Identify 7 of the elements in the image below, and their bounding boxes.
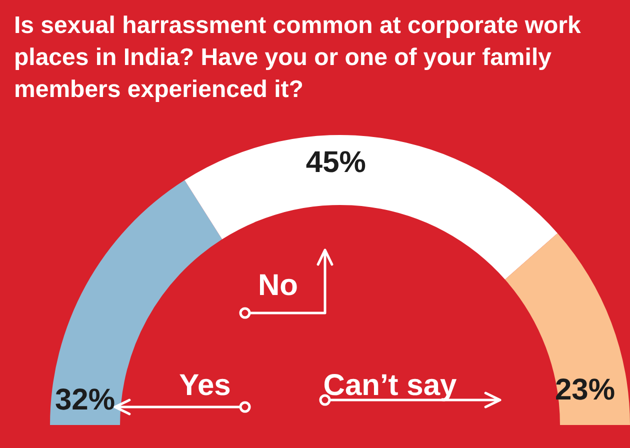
data-label: 23% [554, 374, 616, 406]
slice-label: Yes [179, 369, 231, 402]
chart-title: Is sexual harrassment common at corporate work places in India? Have you or one of your family members experienced it? [14, 11, 582, 105]
slice-label: Can’t say [323, 369, 458, 402]
slice-label: No [258, 269, 298, 302]
data-label: 45% [306, 146, 366, 180]
data-label: 32% [54, 384, 116, 416]
